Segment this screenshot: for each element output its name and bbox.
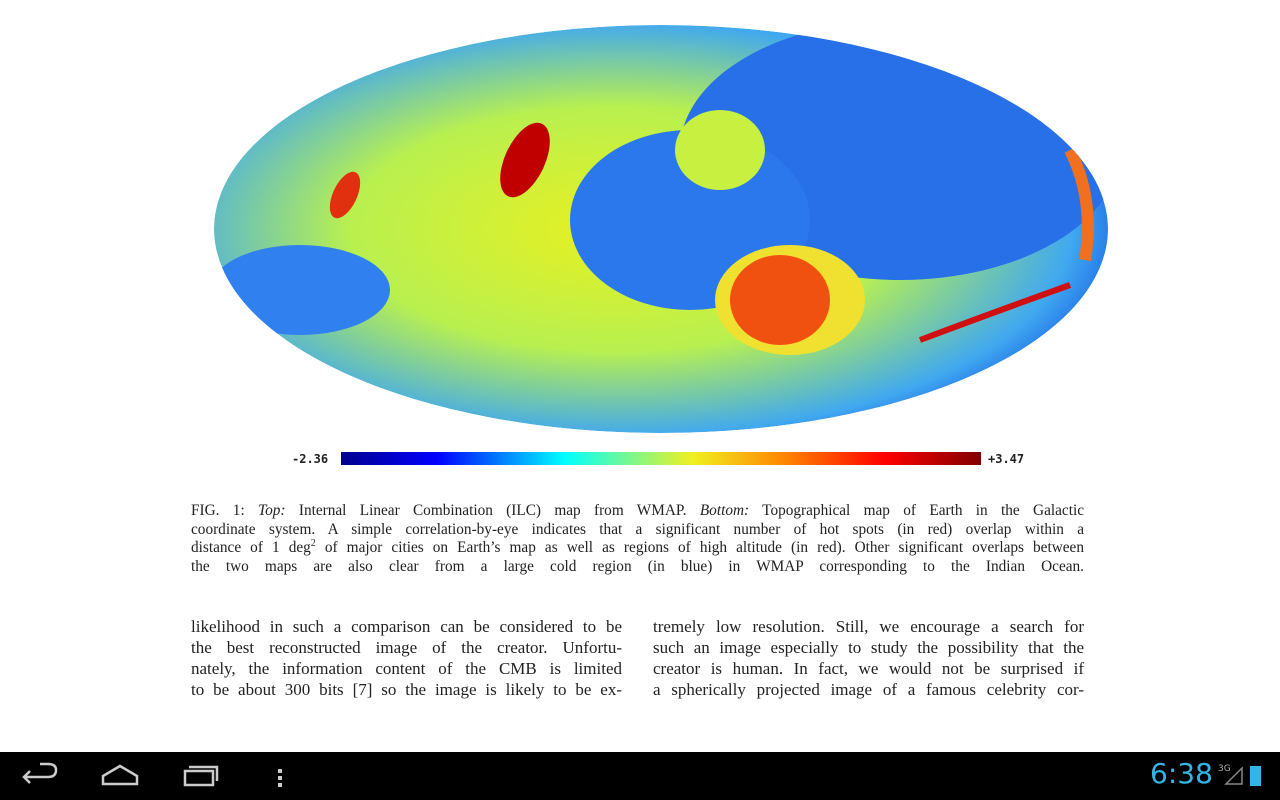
recents-button[interactable] — [183, 765, 219, 787]
figure-image — [214, 25, 1108, 465]
menu-button[interactable] — [278, 769, 282, 787]
caption-text: Bottom: — [699, 502, 750, 519]
caption-text: Topographical map of Earth in the Galact… — [749, 502, 1084, 519]
navigation-bar — [0, 752, 1280, 800]
nav-icons — [22, 762, 1261, 787]
caption-line: distance of 1 deg2 of major cities on Ea… — [191, 539, 1084, 558]
caption-text: Internal Linear Combination (ILC) map fr… — [285, 502, 700, 519]
caption-line: the two maps are also clear from a large… — [191, 558, 1084, 577]
figure-caption: FIG. 1: Top: Internal Linear Combination… — [191, 502, 1084, 576]
scale-min-label: -2.36 — [292, 452, 329, 466]
caption-text: FIG. 1: — [191, 502, 259, 519]
body-line: a spherically projected image of a famou… — [653, 680, 1084, 699]
scale-max-label: +3.47 — [988, 452, 1025, 466]
caption-text: of major cities on Earth’s map as well a… — [315, 539, 1084, 557]
home-button[interactable] — [101, 764, 139, 786]
color-scale — [341, 452, 981, 465]
text-column: likelihood in such a comparison can be c… — [191, 616, 622, 700]
body-line: creator is human. In fact, we would not … — [653, 659, 1084, 678]
network-type: 3G — [1218, 764, 1231, 774]
caption-text: distance of 1 deg — [191, 539, 311, 557]
body-line: the best reconstructed image of the crea… — [191, 638, 622, 657]
caption-text: the two maps are also clear from a large… — [191, 557, 1084, 575]
body-line: tremely low resolution. Still, we encour… — [653, 617, 1084, 636]
signal-icon — [1224, 766, 1243, 785]
text-column: tremely low resolution. Still, we encour… — [653, 616, 1084, 700]
clock: 6:38 — [1150, 757, 1213, 790]
caption-line: FIG. 1: Top: Internal Linear Combination… — [191, 502, 1084, 521]
caption-text: 2 — [310, 538, 316, 550]
caption-text: Top: — [258, 502, 286, 519]
map — [214, 25, 1108, 433]
body-line: likelihood in such a comparison can be c… — [191, 617, 622, 636]
back-button[interactable] — [22, 762, 58, 784]
body-line: nately, the information content of the C… — [191, 659, 622, 678]
body-line: such an image especially to study the po… — [653, 638, 1084, 657]
battery-icon — [1250, 766, 1261, 786]
caption-line: coordinate system. A simple correlation-… — [191, 521, 1084, 540]
caption-text: coordinate system. A simple correlation-… — [191, 520, 1084, 538]
body-line: to be about 300 bits [7] so the image is… — [191, 680, 622, 699]
